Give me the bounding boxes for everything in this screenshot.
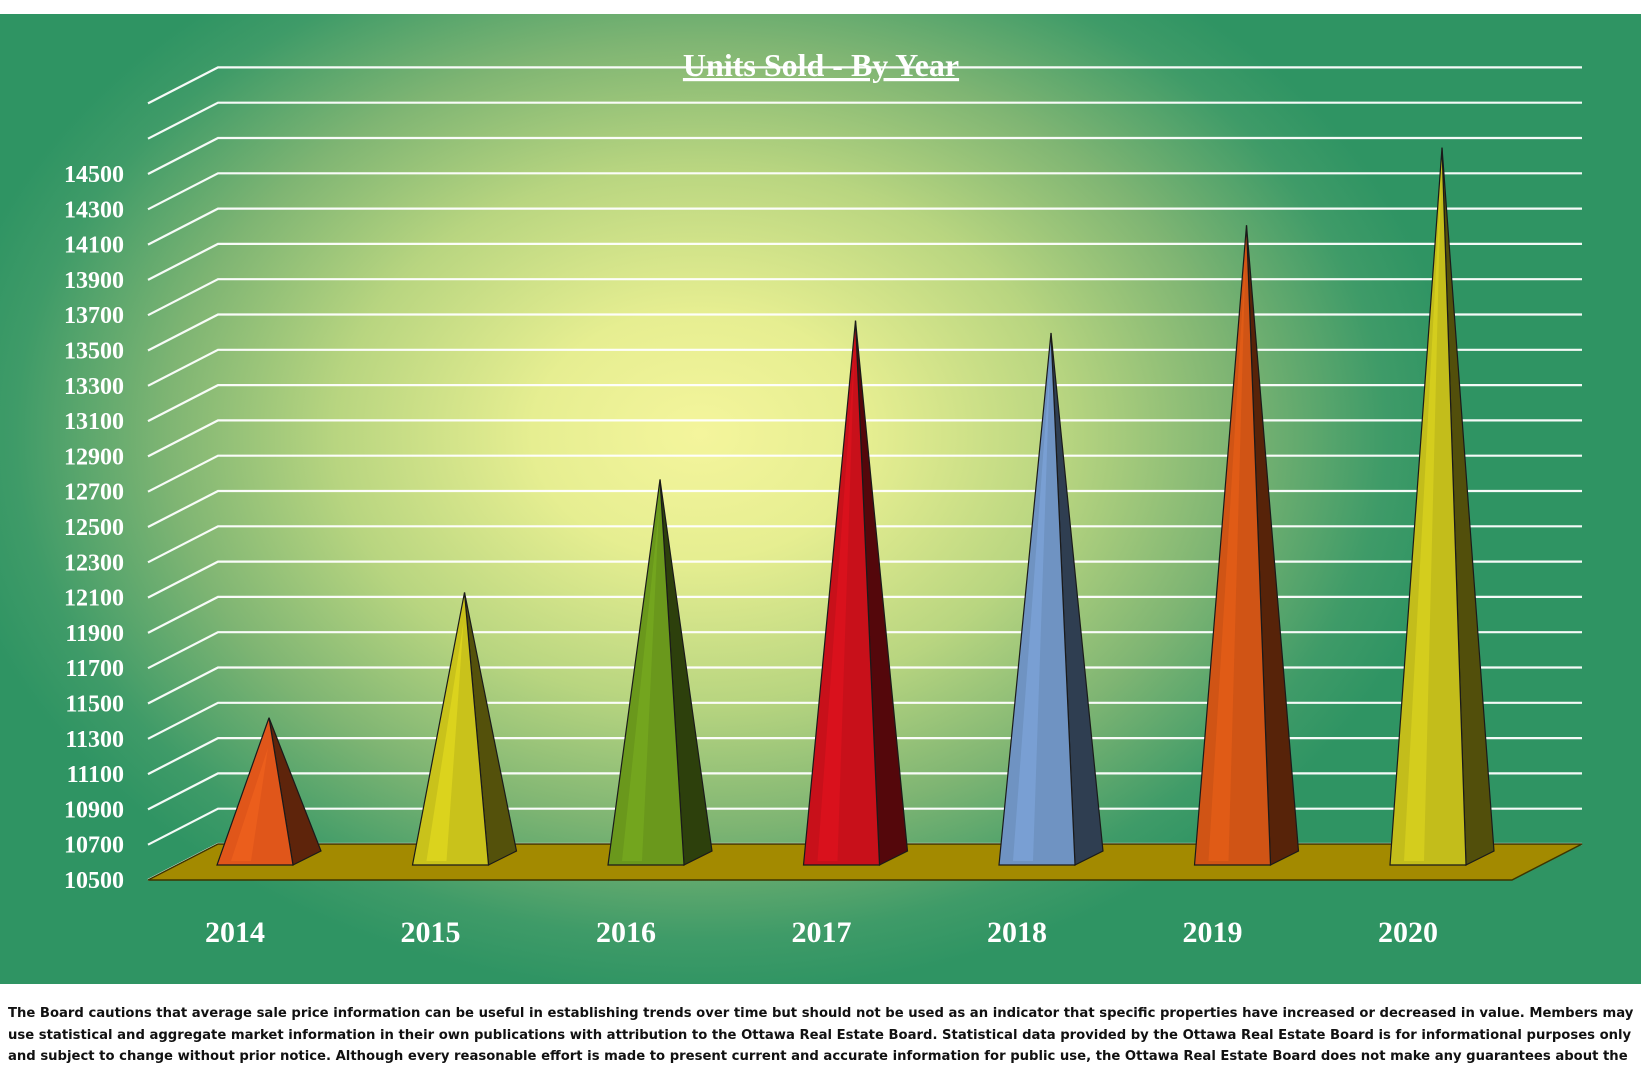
x-tick-label: 2020 (1378, 916, 1438, 949)
pyramid-front-face (1389, 147, 1467, 866)
y-tick-label: 12300 (64, 550, 124, 576)
disclaimer-text: The Board cautions that average sale pri… (8, 1006, 1634, 1064)
y-tick-label: 14100 (64, 233, 124, 259)
pyramid-bar-2014 (216, 717, 322, 866)
pyramid-highlight (622, 509, 659, 861)
gridline (147, 207, 1582, 246)
gridline (147, 419, 1582, 458)
y-tick-label: 13100 (64, 409, 124, 435)
pyramid-chart: Units Sold - By Year 14500 14300 14100 1390… (64, 47, 1583, 949)
chart-title: Units Sold - By Year (683, 47, 959, 83)
pyramid-bar-2018 (998, 332, 1104, 866)
gridline (147, 136, 1582, 175)
pyramid-front-face (1193, 225, 1272, 866)
y-tick-label: 13300 (64, 374, 124, 400)
pyramid-bar-2020 (1389, 147, 1495, 866)
gridline (147, 595, 1582, 634)
y-tick-label: 13700 (64, 303, 124, 329)
gridline (147, 66, 1582, 105)
gridline (147, 348, 1582, 387)
pyramid-bar-2017 (802, 320, 909, 866)
pyramid-highlight (231, 747, 268, 861)
y-axis-ticks: 14500 14300 14100 13900 13700 13500 13300 13100… (64, 162, 124, 894)
gridline (147, 525, 1582, 564)
y-tick-label: 11700 (65, 656, 124, 682)
y-tick-label: 11300 (65, 727, 124, 753)
pyramid-front-face (998, 332, 1076, 866)
gridline (147, 242, 1582, 281)
x-tick-label: 2017 (792, 916, 852, 949)
gridline (147, 313, 1582, 352)
gridline (147, 278, 1582, 317)
pyramid-front-face (802, 320, 881, 866)
y-tick-label: 12100 (64, 586, 124, 612)
gridline (147, 101, 1582, 140)
pyramid-bar-2016 (607, 479, 713, 866)
pyramid-highlight (1404, 177, 1441, 861)
pyramid-highlight (817, 350, 855, 861)
y-tick-label: 14300 (64, 197, 124, 223)
y-tick-label: 13900 (64, 268, 124, 294)
gridline (147, 631, 1582, 670)
pyramid-front-face (216, 717, 294, 866)
pyramid-bars (216, 147, 1495, 866)
pyramid-front-face (607, 479, 685, 866)
pyramid-highlight (1013, 362, 1050, 861)
pyramid-highlight (1208, 255, 1246, 861)
pyramid-front-face (411, 592, 490, 866)
gridline (147, 384, 1582, 423)
gridline (147, 666, 1582, 705)
y-tick-label: 11500 (65, 692, 124, 718)
grid-layer (147, 66, 1582, 881)
y-tick-label: 12700 (64, 480, 124, 506)
y-tick-label: 11100 (67, 762, 124, 788)
y-tick-label: 14500 (64, 162, 124, 188)
gridline (147, 172, 1582, 211)
gridline (147, 736, 1582, 776)
x-tick-label: 2014 (205, 916, 265, 949)
gridline (147, 772, 1582, 811)
x-axis-ticks: 2014 2015 2016 2017 2018 2019 2020 (205, 916, 1438, 949)
x-tick-label: 2018 (987, 916, 1047, 949)
pyramid-bar-2015 (411, 592, 518, 866)
gridline (147, 560, 1582, 599)
pyramid-bar-2019 (1193, 225, 1300, 866)
gridline (147, 489, 1582, 528)
gridline (147, 701, 1582, 740)
y-tick-label: 11900 (65, 621, 124, 647)
y-tick-label: 10900 (64, 797, 124, 823)
gridline (147, 807, 1582, 846)
x-tick-label: 2015 (401, 916, 461, 949)
x-tick-label: 2019 (1183, 916, 1243, 949)
top-border (0, 0, 1641, 14)
pyramid-highlight (426, 622, 464, 861)
chart-panel: Units Sold - By Year 14500 14300 14100 1390… (0, 14, 1641, 984)
x-tick-label: 2016 (596, 916, 656, 949)
y-tick-label: 13500 (64, 339, 124, 365)
gridline (147, 454, 1582, 493)
y-tick-label: 10700 (64, 833, 124, 859)
y-tick-label: 12900 (64, 444, 124, 470)
y-tick-label: 10500 (64, 868, 124, 894)
y-tick-label: 12500 (64, 515, 124, 541)
